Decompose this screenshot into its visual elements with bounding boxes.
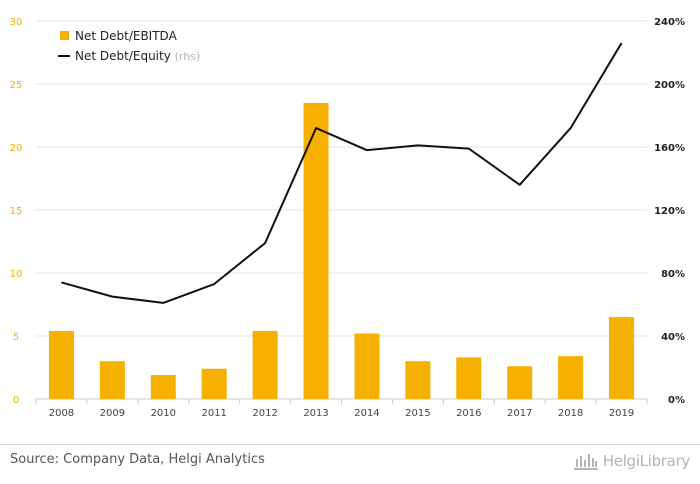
bar	[48, 330, 74, 399]
series-line	[61, 42, 623, 304]
right-tick-label: 0%	[668, 395, 685, 406]
legend-swatch-bar	[60, 31, 69, 40]
left-tick-label: 15	[10, 206, 23, 217]
axes: 0 0% 5 40% 10 80% 15 120% 20 160% 25 200% 30 240% 2008…	[10, 17, 685, 419]
bar	[252, 330, 278, 399]
bar	[456, 357, 482, 399]
x-tick-label: 2014	[354, 408, 379, 419]
legend-label: Net Debt/EBITDA	[75, 29, 178, 43]
bar	[609, 317, 635, 399]
bar	[201, 368, 227, 399]
x-tick-label: 2011	[201, 408, 226, 419]
left-tick-label: 30	[10, 17, 23, 28]
legend[interactable]: Net Debt/EBITDA Net Debt/Equity (rhs)	[58, 29, 200, 63]
bar	[405, 361, 431, 399]
gridlines	[36, 20, 647, 400]
x-tick-label: 2013	[303, 408, 328, 419]
bar	[150, 375, 176, 399]
legend-label: Net Debt/Equity (rhs)	[75, 49, 200, 63]
chart: 0 0% 5 40% 10 80% 15 120% 20 160% 25 200% 30 240% 2008…	[10, 17, 685, 419]
x-tick-label: 2010	[151, 408, 176, 419]
logo-text: HelgiLibrary	[602, 452, 691, 470]
x-tick-label: 2016	[456, 408, 481, 419]
building-icon	[573, 454, 598, 470]
right-tick-label: 200%	[654, 80, 685, 91]
x-tick-label: 2017	[507, 408, 532, 419]
bar	[507, 366, 533, 399]
right-tick-label: 40%	[661, 332, 685, 343]
helgi-library-logo[interactable]: HelgiLibrary	[573, 450, 690, 472]
right-tick-label: 240%	[654, 17, 685, 28]
line-series	[61, 42, 623, 304]
left-tick-label: 10	[10, 269, 23, 280]
bar	[354, 333, 380, 399]
x-tick-label: 2019	[609, 408, 634, 419]
bar	[558, 356, 584, 399]
legend-label-suffix: (rhs)	[175, 50, 201, 63]
left-tick-label: 5	[13, 332, 19, 343]
right-tick-label: 120%	[654, 206, 685, 217]
right-tick-label: 160%	[654, 143, 685, 154]
bar-series	[48, 102, 635, 400]
x-tick-label: 2015	[405, 408, 430, 419]
x-tick-label: 2009	[100, 408, 125, 419]
left-tick-label: 0	[13, 395, 19, 406]
x-tick-label: 2008	[49, 408, 74, 419]
left-tick-label: 25	[10, 80, 23, 91]
x-tick-label: 2012	[252, 408, 277, 419]
footer: Source: Company Data, Helgi Analytics He…	[0, 444, 700, 484]
source-note: Source: Company Data, Helgi Analytics	[10, 452, 265, 467]
x-tick-label: 2018	[558, 408, 583, 419]
left-tick-label: 20	[10, 143, 23, 154]
right-tick-label: 80%	[661, 269, 685, 280]
bar	[303, 102, 329, 400]
bar	[99, 361, 125, 399]
